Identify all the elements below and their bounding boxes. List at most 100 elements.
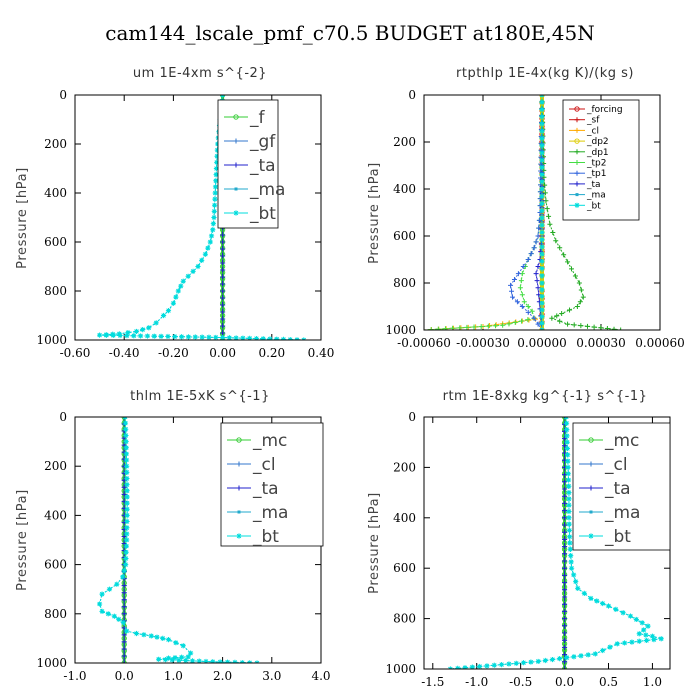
x-tick-label: 4.0 xyxy=(311,669,330,683)
series-marker-bt xyxy=(539,320,545,326)
series-marker-bt xyxy=(563,420,570,426)
series-marker-dp1 xyxy=(578,287,584,293)
series-marker-bt xyxy=(539,265,545,272)
legend-swatch-marker xyxy=(574,149,580,155)
series-marker-ta xyxy=(562,652,568,658)
series-marker-bt xyxy=(267,336,273,340)
y-tick-label: 200 xyxy=(393,135,416,149)
series-marker-tp1 xyxy=(536,225,542,231)
series-marker-tp1 xyxy=(508,282,514,288)
series-group xyxy=(424,95,624,330)
series-marker-bt xyxy=(513,660,519,666)
series-marker-ta xyxy=(535,264,541,270)
series-marker-bt xyxy=(566,515,572,521)
series-marker-bt xyxy=(581,590,587,596)
series-marker-bt xyxy=(124,518,130,525)
series-marker-bt xyxy=(568,553,574,559)
series-marker-bt xyxy=(121,568,127,574)
series-marker-bt xyxy=(106,586,113,592)
series-marker-bt xyxy=(567,534,573,540)
series-marker-bt xyxy=(573,579,579,585)
series-marker-ta xyxy=(535,285,541,291)
series-marker-bt xyxy=(565,464,571,470)
series-marker-bt xyxy=(99,591,105,597)
series-marker-tp2 xyxy=(529,308,535,314)
series-marker-bt xyxy=(116,616,122,622)
series-marker-bt xyxy=(124,537,130,543)
series-marker-tp1 xyxy=(514,299,520,305)
series-marker-bt xyxy=(210,227,216,233)
series-marker-bt xyxy=(641,627,647,633)
series-marker-bt xyxy=(199,334,205,340)
series-marker-bt xyxy=(97,332,103,338)
x-tick-label: 0.00030 xyxy=(576,336,626,350)
series-marker-bt xyxy=(539,157,545,163)
series-marker-bt xyxy=(477,663,483,669)
series-marker-bt xyxy=(224,659,231,663)
series-marker-bt xyxy=(253,335,260,340)
series-marker-bt xyxy=(144,333,151,339)
series-marker-bt xyxy=(568,559,574,565)
panel-title: um 1E-4xm s^{-2} xyxy=(133,66,267,81)
y-tick-label: 800 xyxy=(44,284,67,298)
x-tick-label: 0.5 xyxy=(599,675,618,689)
series-marker-ta xyxy=(121,660,127,663)
series-marker-bt xyxy=(565,452,571,458)
series-marker-bt xyxy=(539,280,545,286)
series-marker-tp1 xyxy=(531,245,537,251)
legend-swatch-marker xyxy=(574,181,580,187)
series-marker-bt xyxy=(124,482,130,488)
series-marker-bt xyxy=(232,659,238,663)
series-marker-bt xyxy=(189,658,196,663)
series-marker-bt xyxy=(233,335,239,340)
series-marker-ta xyxy=(562,486,568,492)
legend: _f _gf _ta _ma _bt xyxy=(217,99,285,229)
series-marker-bt xyxy=(539,300,545,306)
series-marker-bt xyxy=(183,657,189,663)
series-marker-dp1 xyxy=(549,315,555,321)
series-marker-bt xyxy=(213,334,219,340)
series-marker-bt xyxy=(639,620,645,626)
series-marker-bt xyxy=(539,293,545,300)
series-marker-bt xyxy=(124,628,130,634)
series-marker-ta xyxy=(220,246,226,252)
legend-label: _ta xyxy=(249,156,276,176)
figure-title: cam144_lscale_pmf_c70.5 BUDGET at180E,45… xyxy=(105,21,594,45)
series-marker-bt xyxy=(210,221,216,227)
series-marker-bt xyxy=(158,333,164,339)
series-marker-bt xyxy=(557,656,563,662)
series-marker-dp1 xyxy=(565,259,571,265)
series-marker-bt xyxy=(605,603,612,609)
series-marker-ta xyxy=(220,232,226,238)
series-marker-bt xyxy=(213,165,220,172)
y-tick-label: 200 xyxy=(44,459,67,473)
y-tick-label: 0 xyxy=(59,88,67,102)
series-marker-dp1 xyxy=(584,323,590,329)
series-marker-bt xyxy=(528,659,534,665)
series-marker-bt xyxy=(566,521,572,527)
series-marker-bt xyxy=(160,635,166,641)
series-marker-ta xyxy=(121,484,127,490)
series-marker-ta xyxy=(562,616,568,622)
series-marker-bt xyxy=(195,263,201,270)
series-marker-ta xyxy=(562,551,568,557)
series-marker-bt xyxy=(539,200,545,207)
y-tick-label: 400 xyxy=(44,508,67,522)
legend-swatch-marker xyxy=(236,485,242,491)
y-tick-label: 600 xyxy=(44,235,67,249)
legend: _mc _cl _ta _ma _bt xyxy=(220,422,324,547)
series-marker-bt xyxy=(206,334,212,340)
series-marker-bt xyxy=(124,488,130,494)
series-marker-bt xyxy=(124,475,130,482)
series-marker-dp1 xyxy=(580,294,586,300)
series-marker-bt xyxy=(123,445,129,451)
series-marker-ta xyxy=(562,515,568,521)
series-marker-bt xyxy=(211,214,217,221)
series-marker-bt xyxy=(633,616,639,623)
series-marker-dp1 xyxy=(591,324,597,330)
y-tick-label: 1000 xyxy=(36,333,67,347)
series-marker-bt xyxy=(455,665,461,669)
series-marker-ta xyxy=(562,493,568,499)
y-tick-label: 1000 xyxy=(385,662,416,676)
series-marker-bt xyxy=(141,632,147,638)
